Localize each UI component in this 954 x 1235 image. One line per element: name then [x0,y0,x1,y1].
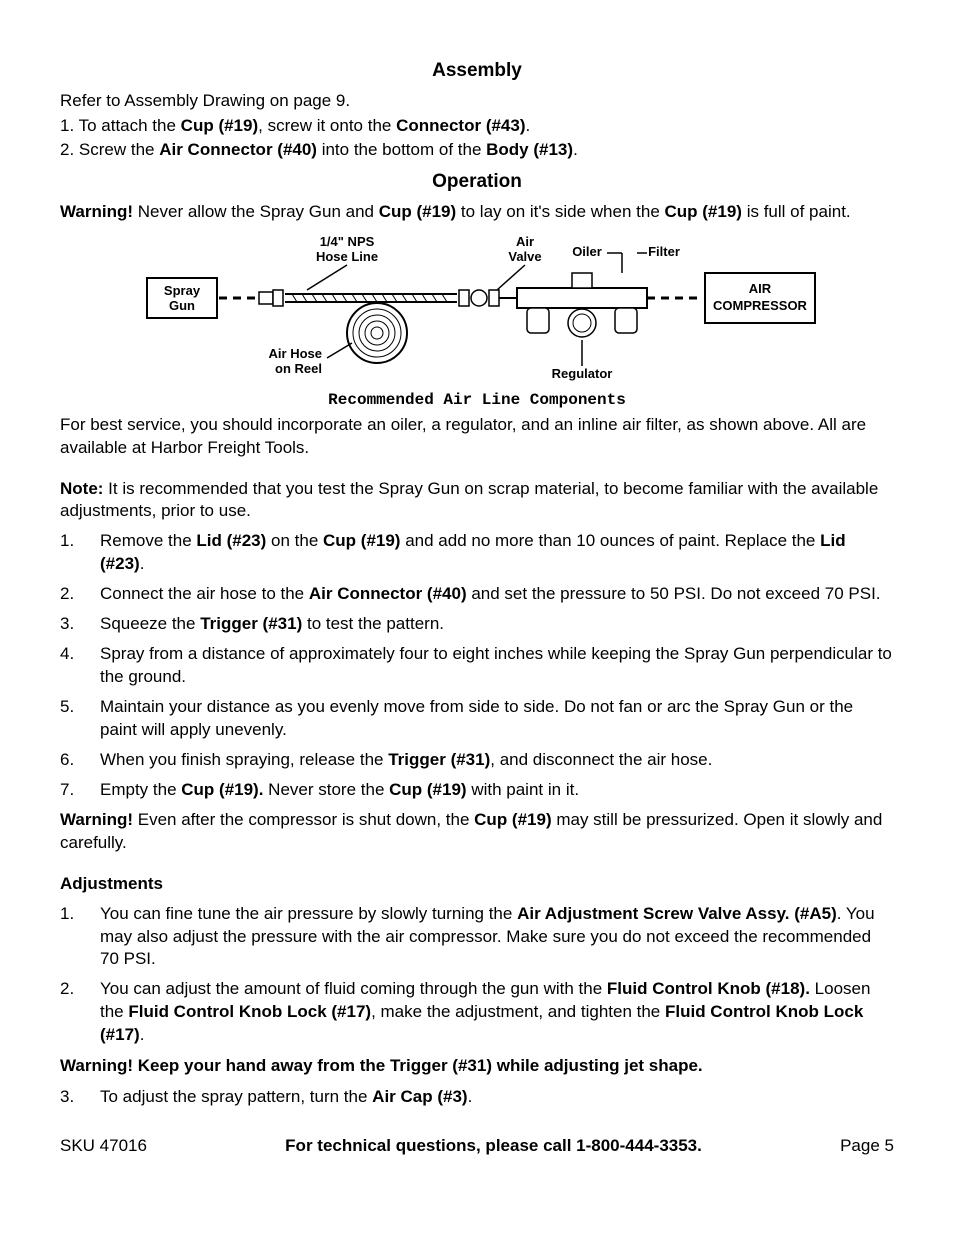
text: . [526,116,531,135]
label-air-hose-1: Air Hose [269,346,322,361]
text: 2. Screw the [60,140,159,159]
part-ref: Air Cap (#3) [372,1087,467,1106]
text: , screw it onto the [258,116,396,135]
label-spray-gun-1: Spray [164,283,201,298]
list-item: 7. Empty the Cup (#19). Never store the … [60,779,894,802]
label-spray-gun-2: Gun [169,298,195,313]
part-ref: Cup (#19) [181,116,258,135]
warning-label: Warning! [60,810,133,829]
assembly-step: 2. Screw the Air Connector (#40) into th… [60,139,894,162]
list-item: 4. Spray from a distance of approximatel… [60,643,894,689]
footer-sku: SKU 47016 [60,1135,147,1158]
operation-note: Note: It is recommended that you test th… [60,478,894,524]
operation-warning-2: Warning! Even after the compressor is sh… [60,809,894,855]
list-item: 2. You can adjust the amount of fluid co… [60,978,894,1047]
part-ref: Trigger (#31) [388,750,490,769]
note-label: Note: [60,479,103,498]
label-oiler: Oiler [572,244,602,259]
step-text: When you finish spraying, release the Tr… [100,749,894,772]
footer-page: Page 5 [840,1135,894,1158]
list-item: 3. To adjust the spray pattern, turn the… [60,1086,894,1109]
list-item: 5. Maintain your distance as you evenly … [60,696,894,742]
label-compressor-1: AIR [749,281,772,296]
label-air-hose-2: on Reel [275,361,322,376]
step-num: 1. [60,903,100,972]
part-ref: Cup (#19) [474,810,551,829]
step-num: 1. [60,530,100,576]
step-text: Remove the Lid (#23) on the Cup (#19) an… [100,530,894,576]
part-ref: Connector (#43) [396,116,525,135]
text: . [573,140,578,159]
label-hose-line-2: Hose Line [316,249,378,264]
part-ref: Air Connector (#40) [309,584,467,603]
text: to lay on it's side when the [456,202,664,221]
diagram-caption: Recommended Air Line Components [60,390,894,412]
step-text: Squeeze the Trigger (#31) to test the pa… [100,613,894,636]
list-item: 3. Squeeze the Trigger (#31) to test the… [60,613,894,636]
step-text: Spray from a distance of approximately f… [100,643,894,689]
step-text: Maintain your distance as you evenly mov… [100,696,894,742]
adjustments-warning: Warning! Keep your hand away from the Tr… [60,1055,894,1078]
step-num: 2. [60,978,100,1047]
step-text: Connect the air hose to the Air Connecto… [100,583,894,606]
part-ref: Air Connector (#40) [159,140,317,159]
step-num: 2. [60,583,100,606]
label-hose-line-1: 1/4" NPS [320,234,375,249]
step-num: 3. [60,613,100,636]
warning-label: Warning! [60,202,133,221]
step-text: Empty the Cup (#19). Never store the Cup… [100,779,894,802]
text: into the bottom of the [317,140,486,159]
part-ref: Cup (#19) [379,202,456,221]
assembly-step: 1. To attach the Cup (#19), screw it ont… [60,115,894,138]
list-item: 6. When you finish spraying, release the… [60,749,894,772]
operation-p1: For best service, you should incorporate… [60,414,894,460]
text: is full of paint. [742,202,851,221]
operation-warning-1: Warning! Never allow the Spray Gun and C… [60,201,894,224]
step-text: You can fine tune the air pressure by sl… [100,903,894,972]
air-line-diagram: 1/4" NPS Hose Line Air Valve Oiler Filte… [127,228,827,388]
part-ref: Cup (#19). [181,780,263,799]
label-air-valve-2: Valve [508,249,541,264]
label-regulator: Regulator [552,366,613,381]
part-ref: Trigger (#31) [200,614,302,633]
operation-heading: Operation [60,169,894,195]
list-item: 1. Remove the Lid (#23) on the Cup (#19)… [60,530,894,576]
part-ref: Cup (#19) [389,780,466,799]
page-footer: SKU 47016 For technical questions, pleas… [60,1135,894,1158]
step-num: 6. [60,749,100,772]
operation-steps: 1. Remove the Lid (#23) on the Cup (#19)… [60,530,894,801]
assembly-heading: Assembly [60,58,894,84]
step-text: To adjust the spray pattern, turn the Ai… [100,1086,894,1109]
assembly-intro: Refer to Assembly Drawing on page 9. [60,90,894,113]
part-ref: Fluid Control Knob (#18). [607,979,810,998]
part-ref: Cup (#19) [665,202,742,221]
part-ref: Cup (#19) [323,531,400,550]
step-num: 3. [60,1086,100,1109]
part-ref: Air Adjustment Screw Valve Assy. (#A5) [517,904,837,923]
assembly-steps: 1. To attach the Cup (#19), screw it ont… [60,115,894,162]
adjustments-steps: 1. You can fine tune the air pressure by… [60,903,894,1048]
step-num: 7. [60,779,100,802]
adjustments-heading: Adjustments [60,873,894,896]
text: Never allow the Spray Gun and [133,202,379,221]
part-ref: Fluid Control Knob Lock (#17) [128,1002,371,1021]
footer-support: For technical questions, please call 1-8… [285,1135,702,1158]
part-ref: Body (#13) [486,140,573,159]
label-air-valve-1: Air [516,234,534,249]
text: Even after the compressor is shut down, … [133,810,474,829]
label-compressor-2: COMPRESSOR [713,298,808,313]
step-num: 5. [60,696,100,742]
list-item: 1. You can fine tune the air pressure by… [60,903,894,972]
text: It is recommended that you test the Spra… [60,479,878,521]
list-item: 2. Connect the air hose to the Air Conne… [60,583,894,606]
text: 1. To attach the [60,116,181,135]
part-ref: Lid (#23) [196,531,266,550]
adjustments-steps-2: 3. To adjust the spray pattern, turn the… [60,1086,894,1109]
step-num: 4. [60,643,100,689]
step-text: You can adjust the amount of fluid comin… [100,978,894,1047]
label-filter: Filter [648,244,680,259]
